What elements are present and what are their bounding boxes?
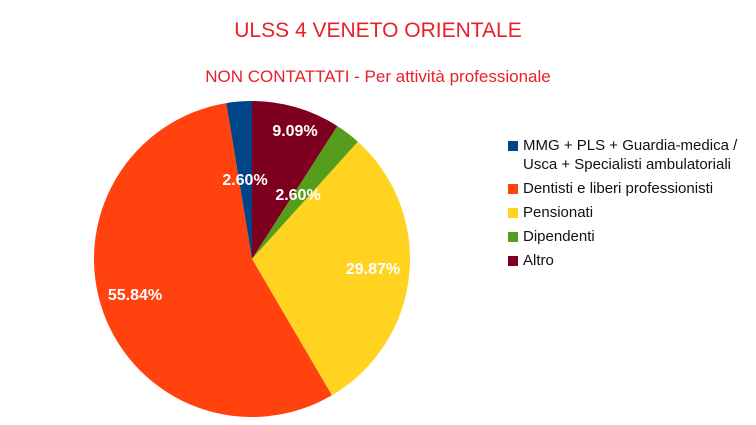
chart-subtitle: NON CONTATTATI - Per attività profession… [205, 67, 551, 86]
data-label-dentisti: 55.84% [108, 287, 162, 304]
legend-label: MMG + PLS + Guardia-medica / Usca + Spec… [523, 137, 738, 173]
pie-slice-altro [252, 101, 338, 259]
data-label-dipendenti: 2.60% [275, 187, 320, 204]
pie-slice-pensionati [252, 141, 411, 396]
pie-slice-dipendenti [252, 126, 358, 260]
legend-item-dipendenti: Dipendenti [508, 227, 748, 246]
legend-swatch [508, 184, 518, 194]
pie-slice-dentisti [94, 103, 332, 417]
data-label-altro: 9.09% [272, 123, 317, 140]
legend-swatch [508, 256, 518, 266]
data-label-mmg: 2.60% [222, 172, 267, 189]
legend-label: Dentisti e liberi professionisti [523, 180, 714, 197]
legend-swatch [508, 208, 518, 218]
legend-label: Altro [523, 252, 554, 269]
legend-item-dentisti: Dentisti e liberi professionisti [508, 179, 748, 198]
chart-title: ULSS 4 VENETO ORIENTALE [234, 19, 522, 42]
legend-item-altro: Altro [508, 251, 748, 270]
pie-slice-mmg [226, 101, 252, 259]
legend-label: Pensionati [523, 204, 594, 221]
legend-item-pensionati: Pensionati [508, 203, 748, 222]
legend-label: Dipendenti [523, 228, 595, 245]
legend-swatch [508, 232, 518, 242]
legend: MMG + PLS + Guardia-medica / Usca + Spec… [508, 136, 748, 275]
legend-swatch [508, 141, 518, 151]
data-label-pensionati: 29.87% [346, 261, 400, 278]
legend-item-mmg: MMG + PLS + Guardia-medica / Usca + Spec… [508, 136, 748, 174]
